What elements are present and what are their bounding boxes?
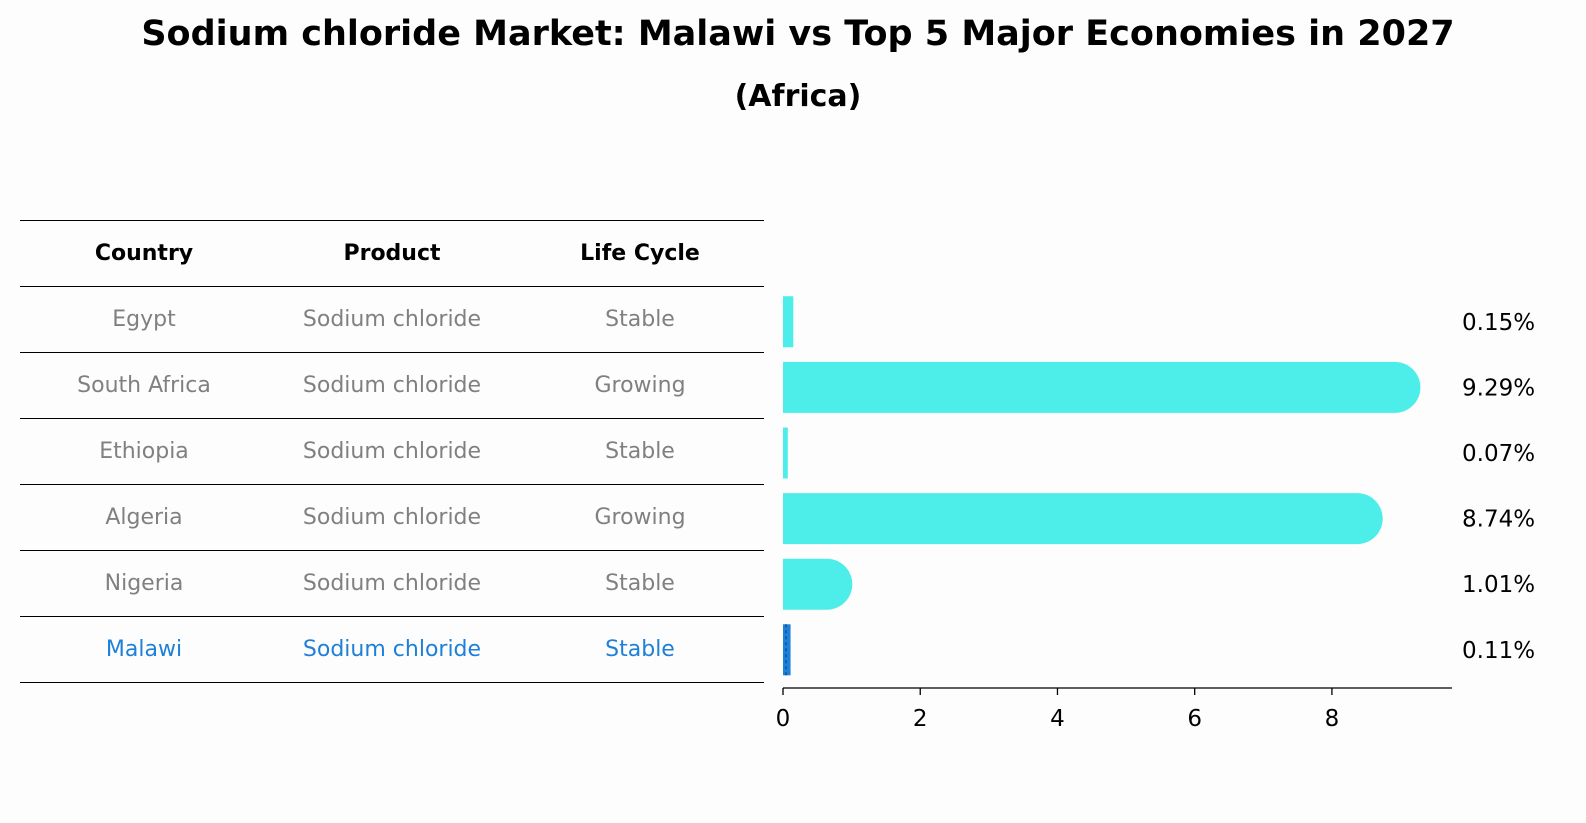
x-tick-label: 4 — [1050, 706, 1065, 732]
value-label: 9.29% — [1462, 375, 1535, 401]
x-tick-label: 2 — [913, 706, 928, 732]
cell-country: Egypt — [20, 286, 268, 353]
cell-product: Sodium chloride — [268, 352, 516, 419]
cell-country: Nigeria — [20, 550, 268, 617]
bar-ethiopia — [783, 427, 788, 479]
x-tick-label: 8 — [1325, 706, 1340, 732]
table-header-row: Country Product Life Cycle — [20, 220, 764, 287]
value-label: 0.07% — [1462, 441, 1535, 467]
cell-product: Sodium chloride — [268, 550, 516, 617]
table-row: South Africa Sodium chloride Growing — [20, 352, 764, 419]
cell-country: South Africa — [20, 352, 268, 419]
chart-subtitle: (Africa) — [734, 79, 862, 114]
cell-life-cycle: Growing — [516, 484, 764, 551]
value-label: 1.01% — [1462, 572, 1535, 598]
cell-life-cycle: Stable — [516, 550, 764, 617]
cell-product: Sodium chloride — [268, 418, 516, 485]
cell-life-cycle: Stable — [516, 286, 764, 353]
cell-product: Sodium chloride — [268, 616, 516, 683]
cell-life-cycle: Stable — [516, 418, 764, 485]
header-country: Country — [20, 220, 268, 287]
value-label: 0.11% — [1462, 638, 1535, 664]
table-row: Egypt Sodium chloride Stable — [20, 286, 764, 353]
value-label: 8.74% — [1462, 507, 1535, 533]
cell-product: Sodium chloride — [268, 286, 516, 353]
value-label: 0.15% — [1462, 310, 1535, 336]
bar-algeria — [783, 493, 1383, 545]
bar-south-africa — [783, 361, 1421, 413]
cell-life-cycle: Stable — [516, 616, 764, 683]
table-row: Ethiopia Sodium chloride Stable — [20, 418, 764, 485]
x-tick-label: 6 — [1187, 706, 1202, 732]
cell-product: Sodium chloride — [268, 484, 516, 551]
cell-country: Malawi — [20, 616, 268, 683]
cell-country: Ethiopia — [20, 418, 268, 485]
table-row-highlight: Malawi Sodium chloride Stable — [20, 616, 764, 683]
chart-title: Sodium chloride Market: Malawi vs Top 5 … — [141, 14, 1455, 54]
cell-country: Algeria — [20, 484, 268, 551]
table-row: Algeria Sodium chloride Growing — [20, 484, 764, 551]
table-row: Nigeria Sodium chloride Stable — [20, 550, 764, 617]
bar-nigeria — [783, 558, 853, 610]
header-life-cycle: Life Cycle — [516, 220, 764, 287]
market-table: Country Product Life Cycle Egypt Sodium … — [20, 220, 764, 683]
x-tick-label: 0 — [776, 706, 791, 732]
bar-egypt — [783, 296, 794, 348]
header-product: Product — [268, 220, 516, 287]
